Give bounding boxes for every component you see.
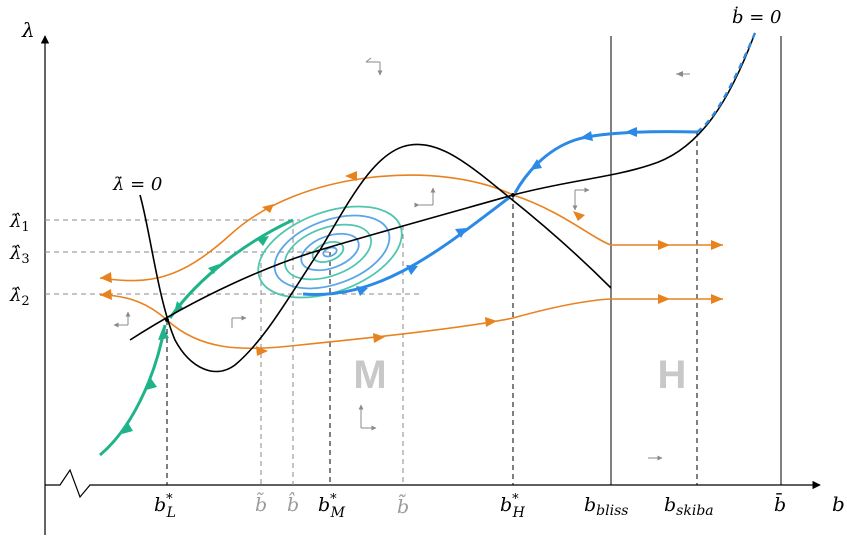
steady-state-H <box>511 193 515 197</box>
x-axis <box>45 468 821 499</box>
orange-arrow <box>373 333 385 343</box>
orange-arrow <box>711 294 723 304</box>
x-tick-labels: b* L b̃ b̂ b* M b̃̃ b* H bbliss bskiba b̄ <box>154 491 786 521</box>
direction-arrows-icon <box>676 71 690 77</box>
blue-arrow <box>530 159 542 170</box>
green-arrowheads <box>122 236 269 434</box>
green-arrow <box>146 377 157 390</box>
x-tick-bhat: b̂ <box>287 491 299 516</box>
direction-indicators <box>113 57 690 461</box>
guide-lines <box>45 132 698 485</box>
blue-arrow <box>455 228 467 238</box>
direction-arrows-icon <box>113 311 131 328</box>
orange-from-bH-right <box>512 194 612 246</box>
blue-arrow <box>356 286 368 296</box>
orange-trajectories <box>99 174 723 350</box>
direction-arrows-icon <box>572 187 590 211</box>
orange-arrow <box>658 294 670 304</box>
x-tick-bbar: b̄ <box>774 492 786 516</box>
b-dot-nullcline <box>129 32 756 341</box>
blue-arrowheads <box>356 127 637 296</box>
cycle-2 <box>273 214 391 290</box>
y-tick-lambda3: λ̂3 <box>9 243 30 267</box>
orange-top-arc <box>99 174 514 282</box>
region-label-h: H <box>658 353 687 397</box>
orange-arrow <box>573 211 585 221</box>
green-trajectories <box>99 218 294 457</box>
direction-arrows-icon <box>231 315 247 328</box>
orange-lower-arc <box>166 298 612 350</box>
orange-arrow <box>100 289 112 300</box>
orange-arrow <box>485 317 497 327</box>
orange-arrow <box>345 171 357 181</box>
green-lower <box>99 324 167 457</box>
green-arrow <box>158 327 169 340</box>
orange-arrowheads <box>100 171 723 356</box>
cycle-5 <box>311 241 345 263</box>
b-dot-label: ḃ = 0 <box>732 5 782 28</box>
green-arrow <box>122 421 133 434</box>
region-label-m: M <box>353 353 386 397</box>
green-upper <box>168 218 294 319</box>
blue-arrow <box>580 131 593 141</box>
y-tick-labels: λ̂1 λ̂3 λ̂2 <box>9 211 30 309</box>
direction-arrows-icon <box>414 187 436 208</box>
x-tick-btilde: b̃ <box>255 493 267 516</box>
green-arrow <box>208 264 219 274</box>
cycle-3 <box>284 223 372 281</box>
x-tick-bdtilde: b̃̃ <box>397 495 409 518</box>
steady-states <box>165 193 515 322</box>
direction-arrows-icon <box>365 57 383 76</box>
green-arrow <box>256 236 269 246</box>
x-tick-bliss: bbliss <box>584 494 628 519</box>
orange-arrow <box>711 240 723 250</box>
y-axis-label: λ <box>21 18 35 42</box>
nullclines <box>129 32 757 373</box>
x-tick-bH: b* H <box>500 492 526 521</box>
x-tick-bL: b* L <box>154 492 176 521</box>
direction-arrows-icon <box>358 404 377 431</box>
orange-arrow <box>658 240 670 250</box>
blue-arrow <box>406 265 418 275</box>
orange-arrow <box>100 272 112 283</box>
y-tick-lambda1: λ̂1 <box>9 211 30 235</box>
steady-state-L <box>165 318 169 322</box>
blue-trajectories <box>302 130 698 296</box>
x-tick-skiba: bskiba <box>664 494 714 519</box>
b-dot-dashed-overlay <box>696 32 757 133</box>
x-tick-bM: b* M <box>318 492 346 521</box>
blue-arrow <box>625 127 637 137</box>
axes: λ b <box>21 18 845 535</box>
orange-arrow <box>256 346 268 356</box>
lambda-dot-label: λ̇ = 0 <box>112 174 162 195</box>
y-tick-lambda2: λ̂2 <box>9 285 30 309</box>
x-axis-label: b <box>832 492 845 516</box>
cycle-4 <box>300 232 360 272</box>
blue-from-skiba <box>513 130 698 194</box>
orange-arrow <box>262 204 274 213</box>
